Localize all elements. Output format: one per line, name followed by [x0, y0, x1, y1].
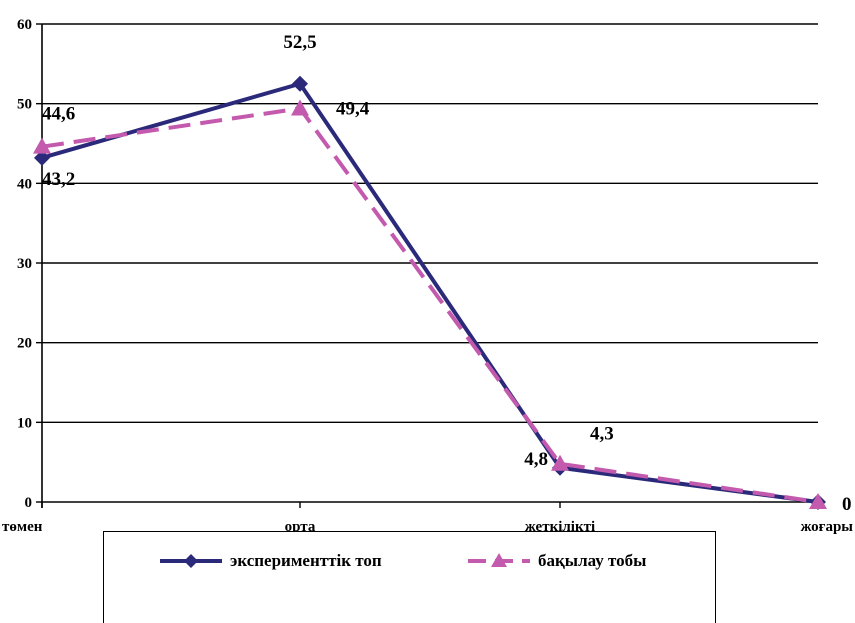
- y-tick-label: 40: [17, 176, 32, 192]
- series: [33, 75, 827, 510]
- data-point-series-1: [34, 149, 50, 166]
- legend: эксперименттік топ бақылау тобы: [103, 531, 716, 623]
- y-tick-label: 0: [25, 495, 33, 511]
- data-label-series-2: 4,8: [524, 449, 548, 470]
- data-point-series-2: [291, 99, 309, 116]
- data-label-series-1: 4,3: [590, 424, 614, 445]
- data-point-series-2: [551, 454, 569, 471]
- data-label-series-1: 43,2: [42, 169, 75, 190]
- data-point-series-2: [33, 137, 51, 154]
- y-tick-label: 50: [17, 97, 32, 113]
- data-point-series-1: [292, 75, 308, 92]
- y-tick-label: 30: [17, 256, 32, 272]
- y-tick-label: 20: [17, 336, 32, 352]
- axes: [36, 23, 819, 508]
- x-tick-label: жоғары: [801, 519, 854, 535]
- data-label-series-2: 49,4: [336, 98, 370, 119]
- legend-label-series-1: эксперименттік топ: [230, 551, 382, 570]
- y-tick-label: 10: [17, 415, 32, 431]
- x-tick-label: төмен: [2, 519, 43, 535]
- y-tick-label: 60: [17, 17, 32, 33]
- legend-item-series-2: бақылау тобы: [464, 550, 646, 572]
- legend-swatch-dashed-triangle-icon: [468, 553, 530, 567]
- grid-lines: [42, 23, 818, 424]
- series-line-2: [41, 106, 819, 504]
- legend-label-series-2: бақылау тобы: [538, 551, 647, 570]
- legend-item-series-1: эксперименттік топ: [156, 550, 382, 572]
- data-labels: 43,2 52,5 4,3 0 44,6 49,4 4,8: [42, 32, 852, 515]
- series-line-1: [41, 81, 819, 504]
- data-point-series-2: [809, 493, 827, 509]
- data-label-series-1: 0: [842, 494, 852, 515]
- data-label-series-1: 52,5: [283, 32, 316, 53]
- y-tick-labels: 0 10 20 30 40 50 60: [17, 17, 32, 511]
- data-label-series-2: 44,6: [42, 104, 75, 125]
- legend-swatch-solid-diamond-icon: [160, 554, 222, 568]
